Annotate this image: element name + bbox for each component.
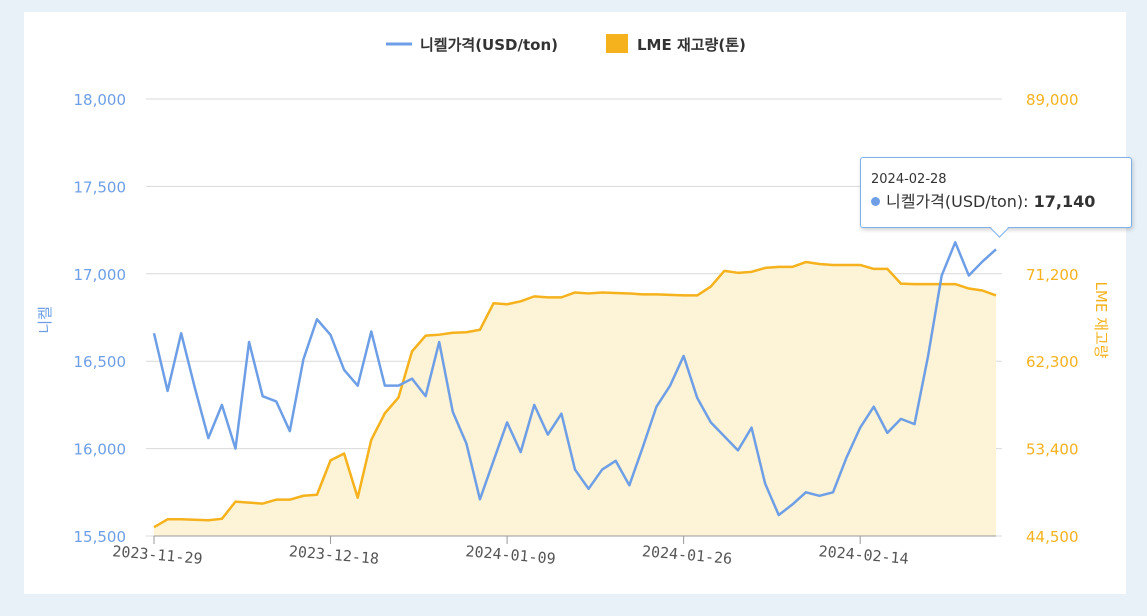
series-lines — [152, 241, 997, 529]
x-tick-label: 2024-01-26 — [641, 542, 733, 568]
right-tick-label: 44,500 — [1026, 528, 1079, 546]
nickel-series-line — [152, 241, 997, 517]
left-tick-label: 15,500 — [74, 528, 127, 546]
legend[interactable]: 니켈가격(USD/ton) LME 재고량(톤) — [386, 34, 746, 54]
right-tick-label: 53,400 — [1026, 441, 1079, 459]
x-tick-label: 2023-11-29 — [112, 542, 204, 568]
x-tick-label: 2023-12-18 — [288, 542, 380, 568]
tooltip-separator: : — [1023, 192, 1029, 211]
tooltip-value: 17,140 — [1033, 192, 1096, 211]
left-tick-label: 16,500 — [74, 353, 127, 371]
legend-nickel-label[interactable]: 니켈가격(USD/ton) — [420, 36, 558, 54]
x-tick-label: 2024-01-09 — [465, 542, 557, 568]
x-tick-label: 2024-02-14 — [818, 542, 910, 568]
left-tick-label: 17,000 — [74, 266, 127, 284]
axis-titles: 니켈 LME 재고량 — [36, 282, 1110, 359]
legend-lme-swatch — [606, 34, 628, 53]
tooltip-row: 니켈가격(USD/ton): 17,140 — [871, 191, 1121, 213]
tooltip-date: 2024-02-28 — [871, 172, 947, 187]
right-tick-label: 89,000 — [1026, 91, 1079, 109]
tooltip: 2024-02-28 니켈가격(USD/ton): 17,140 — [860, 157, 1132, 228]
chart-svg: 15,500 16,000 16,500 17,000 17,500 18,000 44,5… — [36, 34, 1110, 568]
left-tick-label: 18,000 — [74, 91, 127, 109]
right-axis-title: LME 재고량 — [1092, 282, 1110, 359]
right-tick-label: 62,300 — [1026, 353, 1079, 371]
left-tick-label: 17,500 — [74, 178, 127, 196]
tooltip-series-label: 니켈가격(USD/ton) — [886, 192, 1024, 211]
lme-series-line — [153, 260, 997, 529]
right-tick-label: 71,200 — [1026, 266, 1079, 284]
left-axis-title: 니켈 — [36, 306, 54, 334]
legend-lme-label[interactable]: LME 재고량(톤) — [637, 36, 746, 54]
tooltip-series-dot — [871, 197, 880, 206]
lme-area-layer — [154, 262, 996, 536]
chart-panel: 15,500 16,000 16,500 17,000 17,500 18,000 44,5… — [24, 12, 1132, 594]
lme-area — [154, 262, 996, 536]
left-tick-label: 16,000 — [74, 441, 127, 459]
